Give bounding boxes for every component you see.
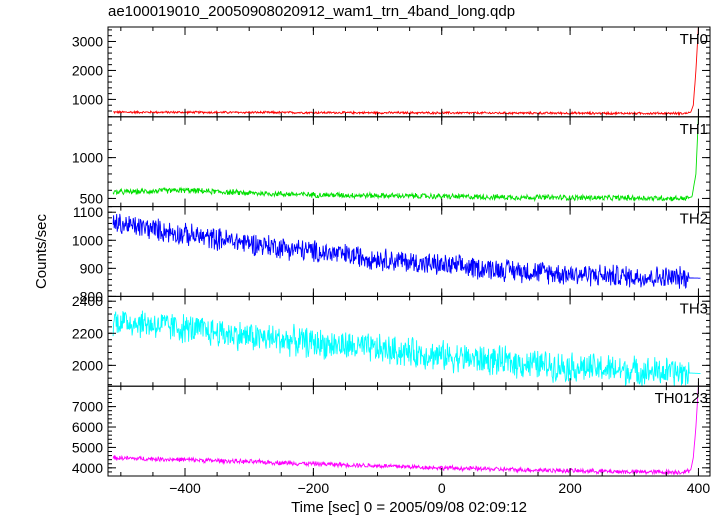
panel-frame (107, 385, 711, 477)
x-tick-label: −400 (169, 480, 201, 496)
y-tick-label: 1000 (72, 232, 103, 248)
panel-label: TH3 (680, 300, 708, 317)
series-line-th0123 (112, 386, 701, 476)
series-line-th1 (112, 116, 701, 203)
panel-label: TH0123 (655, 390, 708, 407)
y-tick-label: 4000 (72, 460, 103, 476)
panel-th0: 1000 2000 3000 TH0 (72, 26, 711, 118)
panel-frame (107, 295, 711, 387)
panel-label: TH2 (680, 211, 708, 228)
y-tick-label: 5000 (72, 439, 103, 455)
y-tick-label: 7000 (72, 399, 103, 415)
panel-th3: 2000 2200 2400 TH3 (72, 293, 711, 387)
panel-th1: 500 1000 TH1 (72, 116, 711, 208)
y-tick-label: 800 (80, 288, 104, 304)
x-tick-label: −200 (298, 480, 330, 496)
x-tick-label: 200 (558, 480, 582, 496)
series-line-th3 (112, 310, 701, 387)
panel-label: TH0 (680, 31, 708, 48)
y-tick-label: 900 (80, 260, 104, 276)
y-tick-label: 2000 (72, 357, 103, 373)
x-tick-label: 0 (438, 480, 446, 496)
y-tick-label: 2200 (72, 325, 103, 341)
series-line-th0 (113, 27, 701, 117)
y-tick-label: 1000 (72, 150, 103, 166)
y-tick-label: 1000 (72, 91, 103, 107)
y-tick-label: 1100 (73, 204, 103, 220)
panel-th0123: 4000 5000 6000 7000 TH0123 (72, 385, 711, 477)
x-tick-label: 400 (687, 480, 711, 496)
y-tick-label: 6000 (72, 419, 103, 435)
x-axis-label: Time [sec] 0 = 2005/09/08 02:09:12 (291, 499, 527, 516)
panel-frame (107, 26, 711, 118)
y-tick-label: 3000 (72, 33, 103, 49)
panel-th2: 800 900 1000 1100 TH2 (72, 204, 711, 304)
series-line-th2 (112, 213, 701, 289)
chart-title: ae100019010_20050908020912_wam1_trn_4ban… (108, 3, 516, 20)
y-axis-label: Counts/sec (33, 213, 50, 289)
y-tick-label: 2000 (72, 62, 103, 78)
y-tick-label: 500 (80, 190, 104, 206)
y-tick-label: 2400 (72, 293, 103, 309)
panel-label: TH1 (680, 121, 708, 138)
